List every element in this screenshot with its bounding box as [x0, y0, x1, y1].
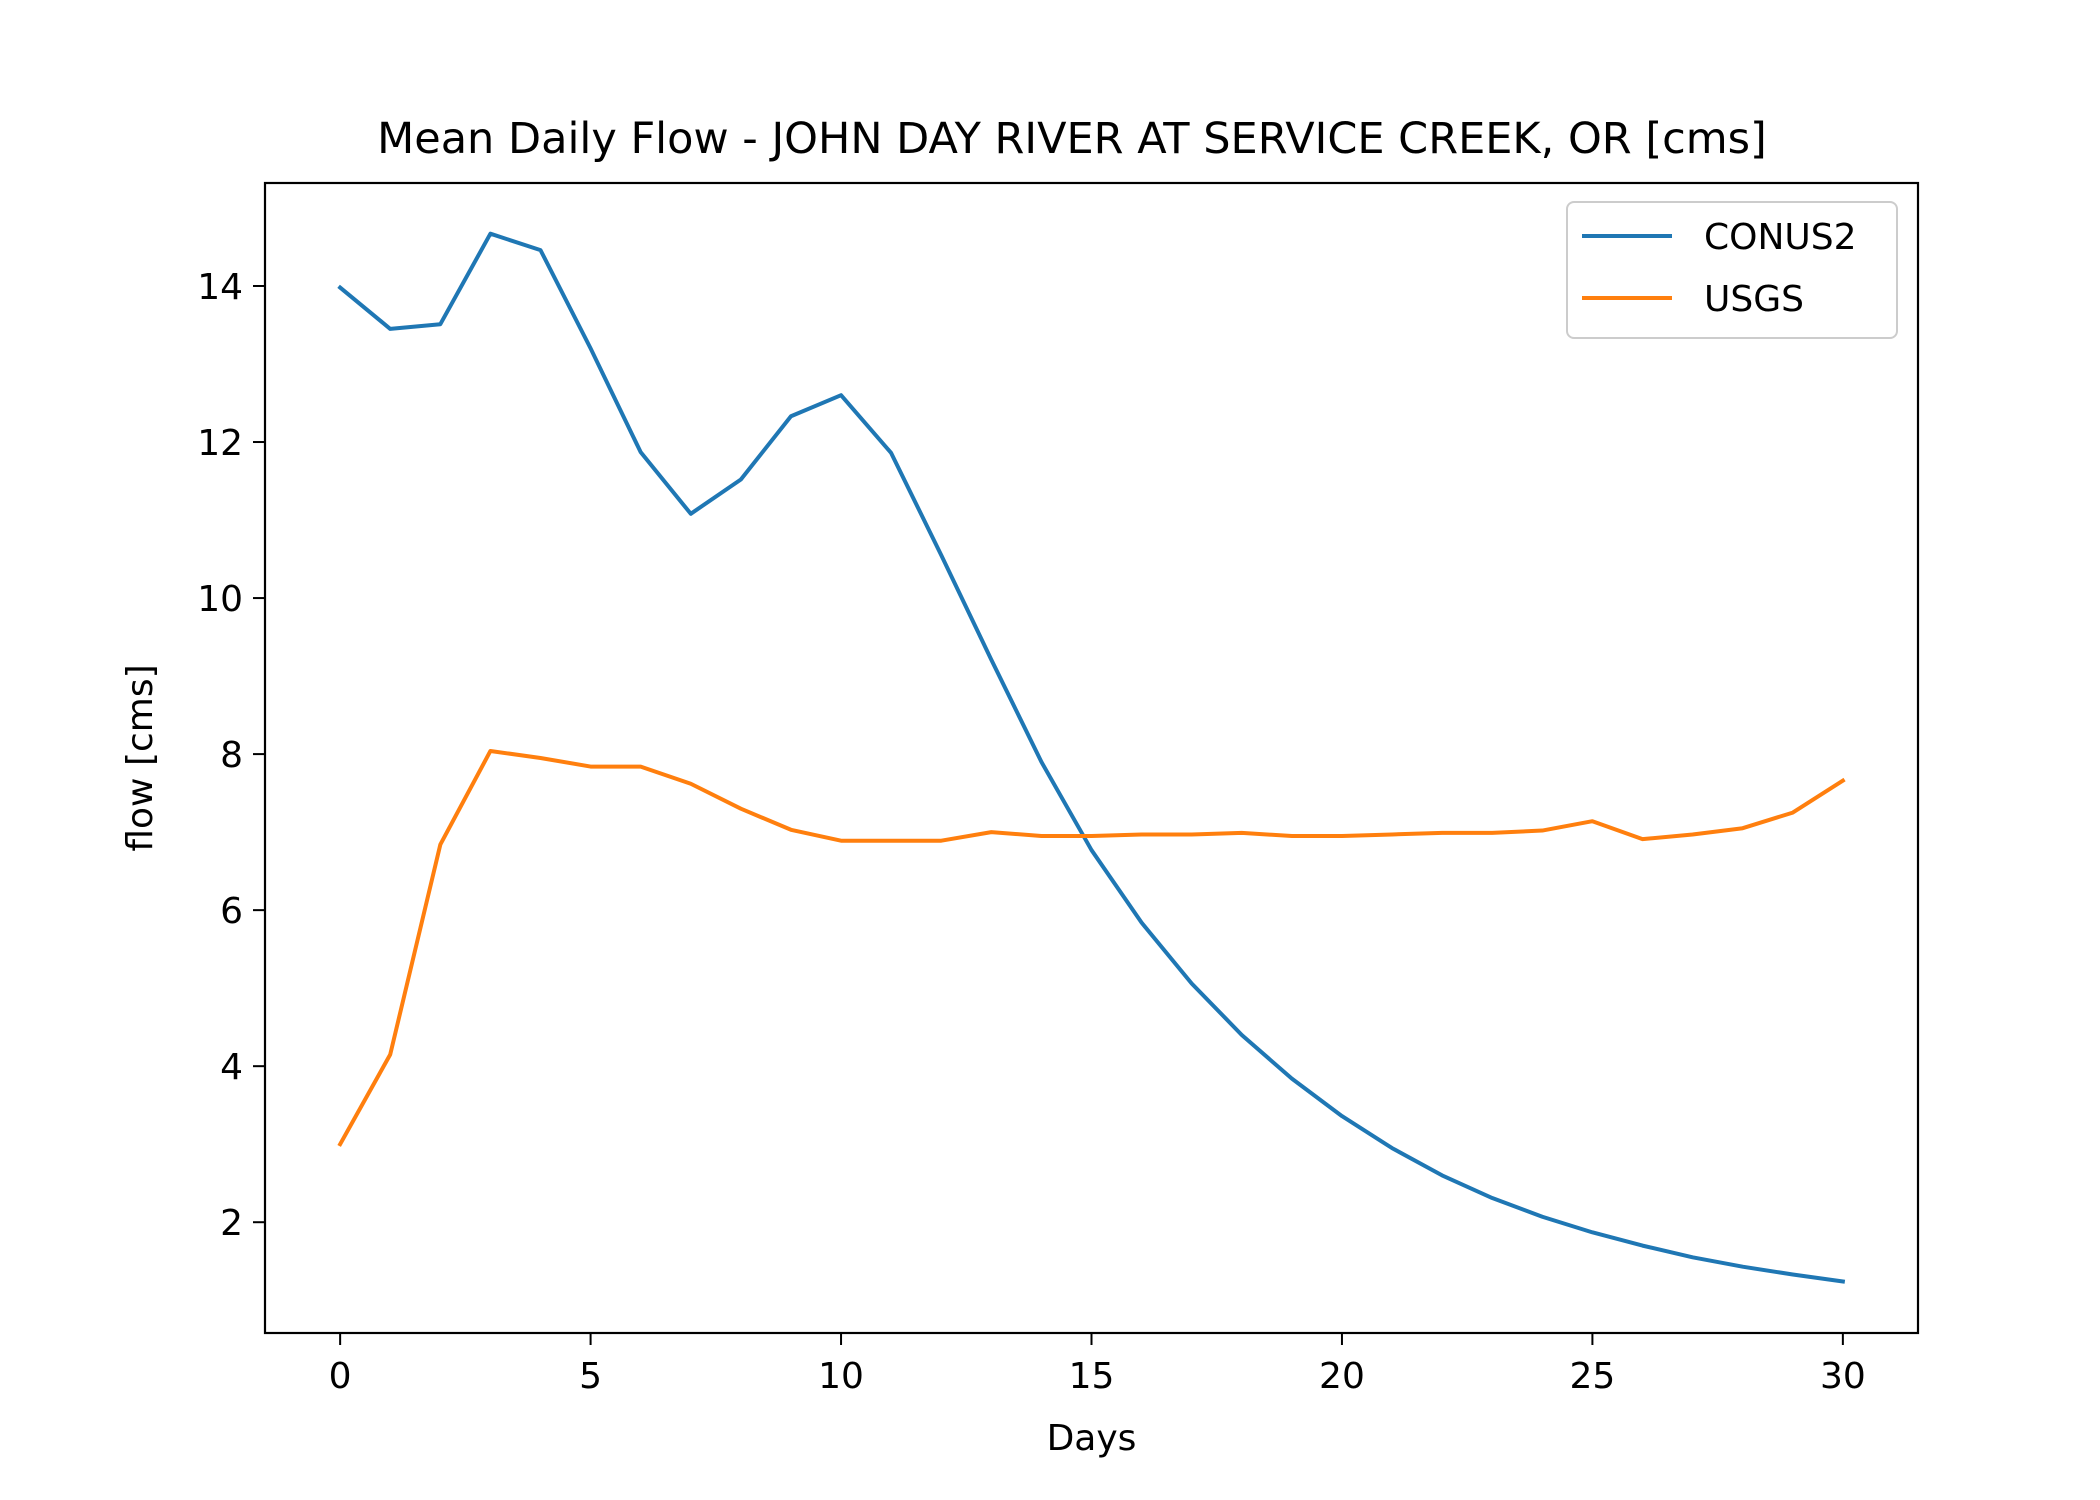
x-tick-label: 30	[1820, 1356, 1866, 1397]
chart-title: Mean Daily Flow - JOHN DAY RIVER AT SERV…	[377, 114, 1767, 164]
y-tick-label: 14	[197, 267, 243, 308]
legend: CONUS2 USGS	[1566, 201, 1898, 339]
y-tick-label: 4	[220, 1047, 243, 1088]
x-axis-label: Days	[1047, 1418, 1137, 1459]
x-tick-label: 25	[1570, 1356, 1616, 1397]
series-line-conus2	[337, 231, 1846, 1284]
y-tick-label: 10	[197, 579, 243, 620]
y-tick-label: 8	[220, 735, 243, 776]
series-line-usgs	[337, 748, 1846, 1147]
y-tick-label: 12	[197, 423, 243, 464]
legend-label-conus2: CONUS2	[1704, 217, 1857, 258]
plot-area-frame	[263, 181, 1920, 1335]
y-axis-label: flow [cms]	[120, 664, 161, 851]
x-tick-label: 15	[1069, 1356, 1115, 1397]
legend-label-usgs: USGS	[1704, 279, 1804, 320]
x-tick-label: 5	[579, 1356, 602, 1397]
plot-series	[337, 231, 1846, 1284]
x-tick-label: 20	[1319, 1356, 1365, 1397]
x-tick-label: 10	[818, 1356, 864, 1397]
axis-ticks: 0 5 10 15 20 25 30 2 4 6 8 10 12 14	[197, 267, 1866, 1397]
x-tick-label: 0	[329, 1356, 352, 1397]
y-tick-label: 6	[220, 891, 243, 932]
y-tick-label: 2	[220, 1203, 243, 1244]
